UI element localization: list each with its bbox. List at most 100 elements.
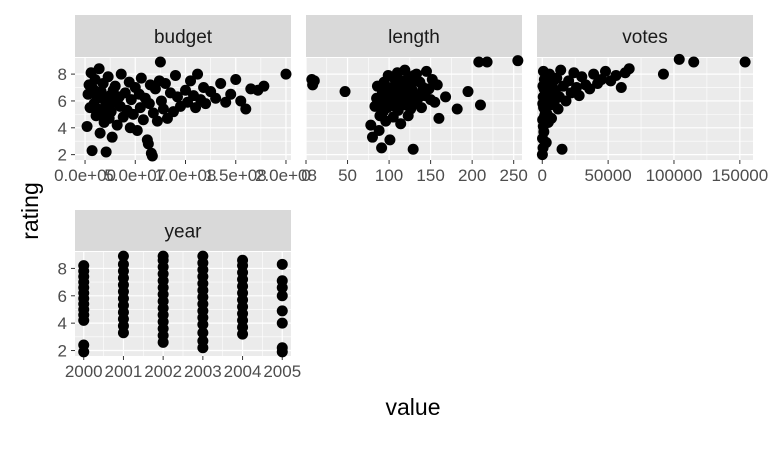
data-point [78, 339, 90, 351]
data-point [473, 56, 485, 68]
data-point [185, 75, 197, 87]
data-point [157, 103, 169, 115]
data-point [100, 146, 112, 158]
data-point [159, 78, 171, 89]
data-point [545, 112, 557, 124]
data-point [225, 88, 237, 100]
data-point [142, 138, 154, 150]
x-tick-label: 50000 [584, 166, 631, 185]
facet-strip-label: year [165, 222, 203, 243]
x-tick-label: 2005 [263, 362, 301, 381]
data-point [237, 254, 249, 266]
data-point [433, 112, 445, 124]
data-point [366, 131, 378, 143]
data-point [556, 143, 568, 155]
data-point [308, 75, 320, 87]
x-tick-label: 200 [458, 166, 486, 185]
x-tick-label: 100000 [646, 166, 703, 185]
data-point [423, 83, 435, 95]
data-point [688, 56, 700, 68]
facet-strip-label: votes [622, 27, 667, 48]
data-point [197, 250, 209, 262]
y-tick-label: 8 [58, 259, 67, 278]
data-point [94, 127, 106, 139]
data-point [407, 143, 419, 155]
data-point [81, 120, 93, 132]
data-point [157, 250, 169, 262]
x-tick-label: 2.0e+08 [255, 166, 317, 185]
facet-year: year 2000 2001 2002 2003 2004 2005 2 4 6 8 [58, 210, 301, 381]
data-point [154, 56, 166, 68]
data-point [106, 131, 118, 143]
x-tick-label: 2002 [144, 362, 182, 381]
data-point [171, 91, 183, 103]
x-tick-label: 2001 [105, 362, 143, 381]
x-tick-label: 2003 [184, 362, 222, 381]
data-point [235, 95, 247, 107]
data-point [395, 118, 407, 130]
data-point [339, 86, 351, 98]
data-point [560, 95, 572, 107]
data-point [573, 90, 585, 102]
data-point [180, 84, 192, 96]
data-point [200, 98, 212, 110]
facet-budget: budget 0.0e+005.0e+071.0e+081.5e+082.0e+0… [54, 15, 317, 185]
data-point [220, 96, 232, 108]
x-tick-label: 250 [500, 166, 528, 185]
data-point [384, 134, 396, 146]
y-tick-label: 8 [58, 65, 67, 84]
data-point [111, 119, 123, 131]
data-point [512, 55, 524, 67]
data-point [105, 106, 117, 118]
data-point [420, 65, 432, 77]
data-point [552, 103, 564, 115]
data-point [258, 80, 270, 92]
data-point [415, 102, 427, 114]
data-point [376, 142, 388, 154]
data-point [276, 258, 288, 270]
data-point [137, 114, 149, 126]
data-point [623, 63, 635, 75]
facet-strip [537, 15, 753, 57]
data-point [440, 91, 452, 103]
data-point [215, 78, 227, 89]
y-axis-title: rating [17, 182, 43, 240]
data-point [373, 124, 385, 136]
y-tick-label: 2 [58, 342, 67, 361]
data-point [563, 75, 575, 87]
data-point [584, 83, 596, 95]
data-point [462, 86, 474, 98]
data-point [615, 82, 627, 94]
data-point [588, 68, 600, 80]
facet-strip-label: length [388, 27, 440, 48]
data-point [197, 327, 209, 339]
facet-strip [75, 210, 291, 251]
x-tick-label: 0 [538, 166, 547, 185]
x-axis-title: value [386, 394, 441, 420]
data-point [365, 119, 377, 131]
data-point [109, 80, 121, 92]
data-point [86, 145, 98, 157]
data-point [192, 68, 204, 80]
data-point [131, 124, 143, 136]
x-tick-label: 0.0e+00 [54, 166, 116, 185]
x-tick-label: 150000 [711, 166, 768, 185]
data-point [135, 72, 147, 84]
x-tick-label: 5.0e+07 [104, 166, 166, 185]
data-point [431, 79, 443, 91]
data-point [474, 99, 486, 111]
facet-length: length 0 50 100 150 200 250 [301, 15, 528, 185]
x-tick-label: 150 [416, 166, 444, 185]
facet-strip [75, 15, 291, 57]
data-point [276, 275, 288, 287]
facet-strip [306, 15, 522, 57]
y-tick-label: 4 [58, 314, 67, 333]
data-point [210, 92, 222, 104]
data-point [102, 71, 114, 83]
data-point [276, 305, 288, 317]
data-point [230, 73, 242, 85]
data-point [117, 250, 129, 262]
y-tick-label: 6 [58, 287, 67, 306]
data-point [115, 68, 127, 80]
